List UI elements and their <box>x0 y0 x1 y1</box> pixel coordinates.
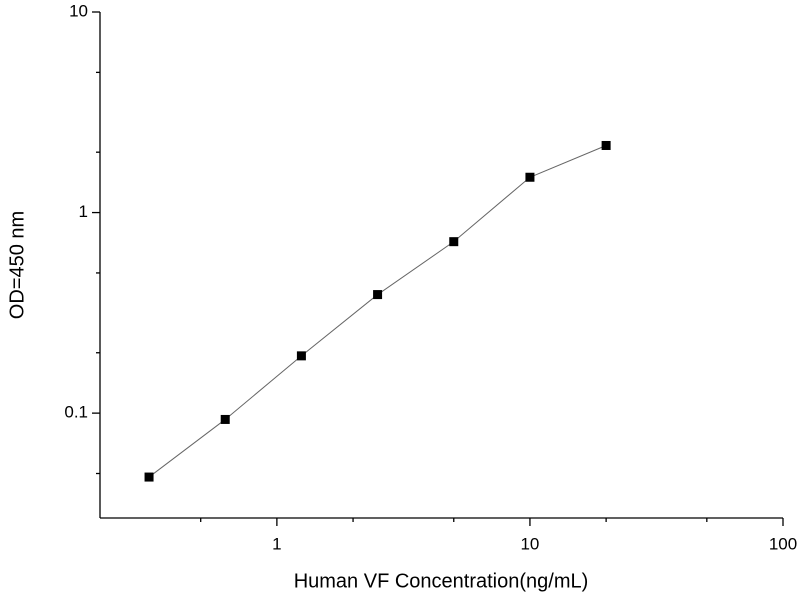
x-tick-label: 1 <box>272 534 281 553</box>
data-point <box>449 237 459 247</box>
y-axis-title: OD=450 nm <box>6 211 28 319</box>
x-tick-label: 10 <box>520 534 539 553</box>
data-point <box>296 351 306 361</box>
data-point <box>144 472 154 482</box>
x-tick-label: 100 <box>769 534 797 553</box>
y-tick-label: 1 <box>79 202 88 221</box>
data-point <box>220 414 230 424</box>
x-axis-title: Human VF Concentration(ng/mL) <box>294 570 589 592</box>
data-line <box>148 145 607 478</box>
y-tick-label: 10 <box>69 1 88 20</box>
data-point <box>601 140 611 150</box>
y-tick-label: 0.1 <box>64 403 88 422</box>
data-point <box>525 172 535 182</box>
data-point <box>373 290 383 300</box>
